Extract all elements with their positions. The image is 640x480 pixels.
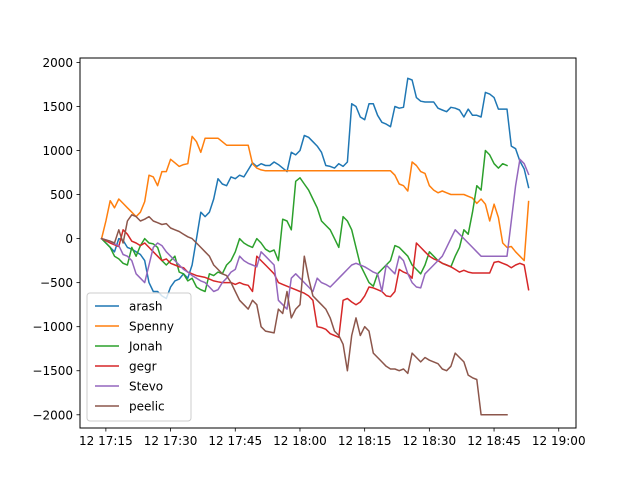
legend-label: Stevo — [129, 380, 163, 394]
series-line-0 — [100, 77, 530, 300]
legend-label: gegr — [129, 360, 157, 374]
y-axis: −2000 −1500 −1000 −500 0 500 1000 1500 2000 — [32, 56, 80, 422]
legend-box — [86, 292, 192, 422]
plot-lines — [100, 77, 530, 416]
series-line-3 — [100, 229, 530, 339]
y-tick-label: −1000 — [32, 320, 73, 334]
legend-label: peelic — [129, 400, 165, 414]
y-tick-label: 500 — [50, 188, 73, 202]
x-tick-label: 12 18:30 — [403, 434, 457, 448]
legend-label: Jonah — [128, 340, 162, 354]
y-tick-label: −2000 — [32, 408, 73, 422]
legend-label: Spenny — [129, 320, 174, 334]
x-tick-label: 12 18:00 — [273, 434, 327, 448]
x-tick-label: 12 18:15 — [338, 434, 392, 448]
y-tick-label: 1500 — [42, 100, 73, 114]
y-tick-label: −1500 — [32, 364, 73, 378]
x-tick-label: 12 18:45 — [467, 434, 521, 448]
x-tick-label: 12 17:30 — [144, 434, 198, 448]
y-tick-label: 0 — [65, 232, 73, 246]
series-line-4 — [100, 158, 530, 310]
axes-frame — [79, 57, 577, 429]
x-axis: 12 17:15 12 17:30 12 17:45 12 18:00 12 18:15… — [79, 428, 586, 448]
y-tick-label: −500 — [40, 276, 73, 290]
x-tick-label: 12 19:00 — [532, 434, 586, 448]
x-tick-label: 12 17:15 — [79, 434, 133, 448]
x-tick-label: 12 17:45 — [208, 434, 262, 448]
legend: arash Spenny Jonah gegr Stevo peelic — [86, 292, 192, 422]
y-tick-label: 2000 — [42, 56, 73, 70]
series-line-1 — [100, 135, 530, 262]
series-line-5 — [100, 214, 508, 416]
y-tick-label: 1000 — [42, 144, 73, 158]
legend-label: arash — [129, 300, 163, 314]
